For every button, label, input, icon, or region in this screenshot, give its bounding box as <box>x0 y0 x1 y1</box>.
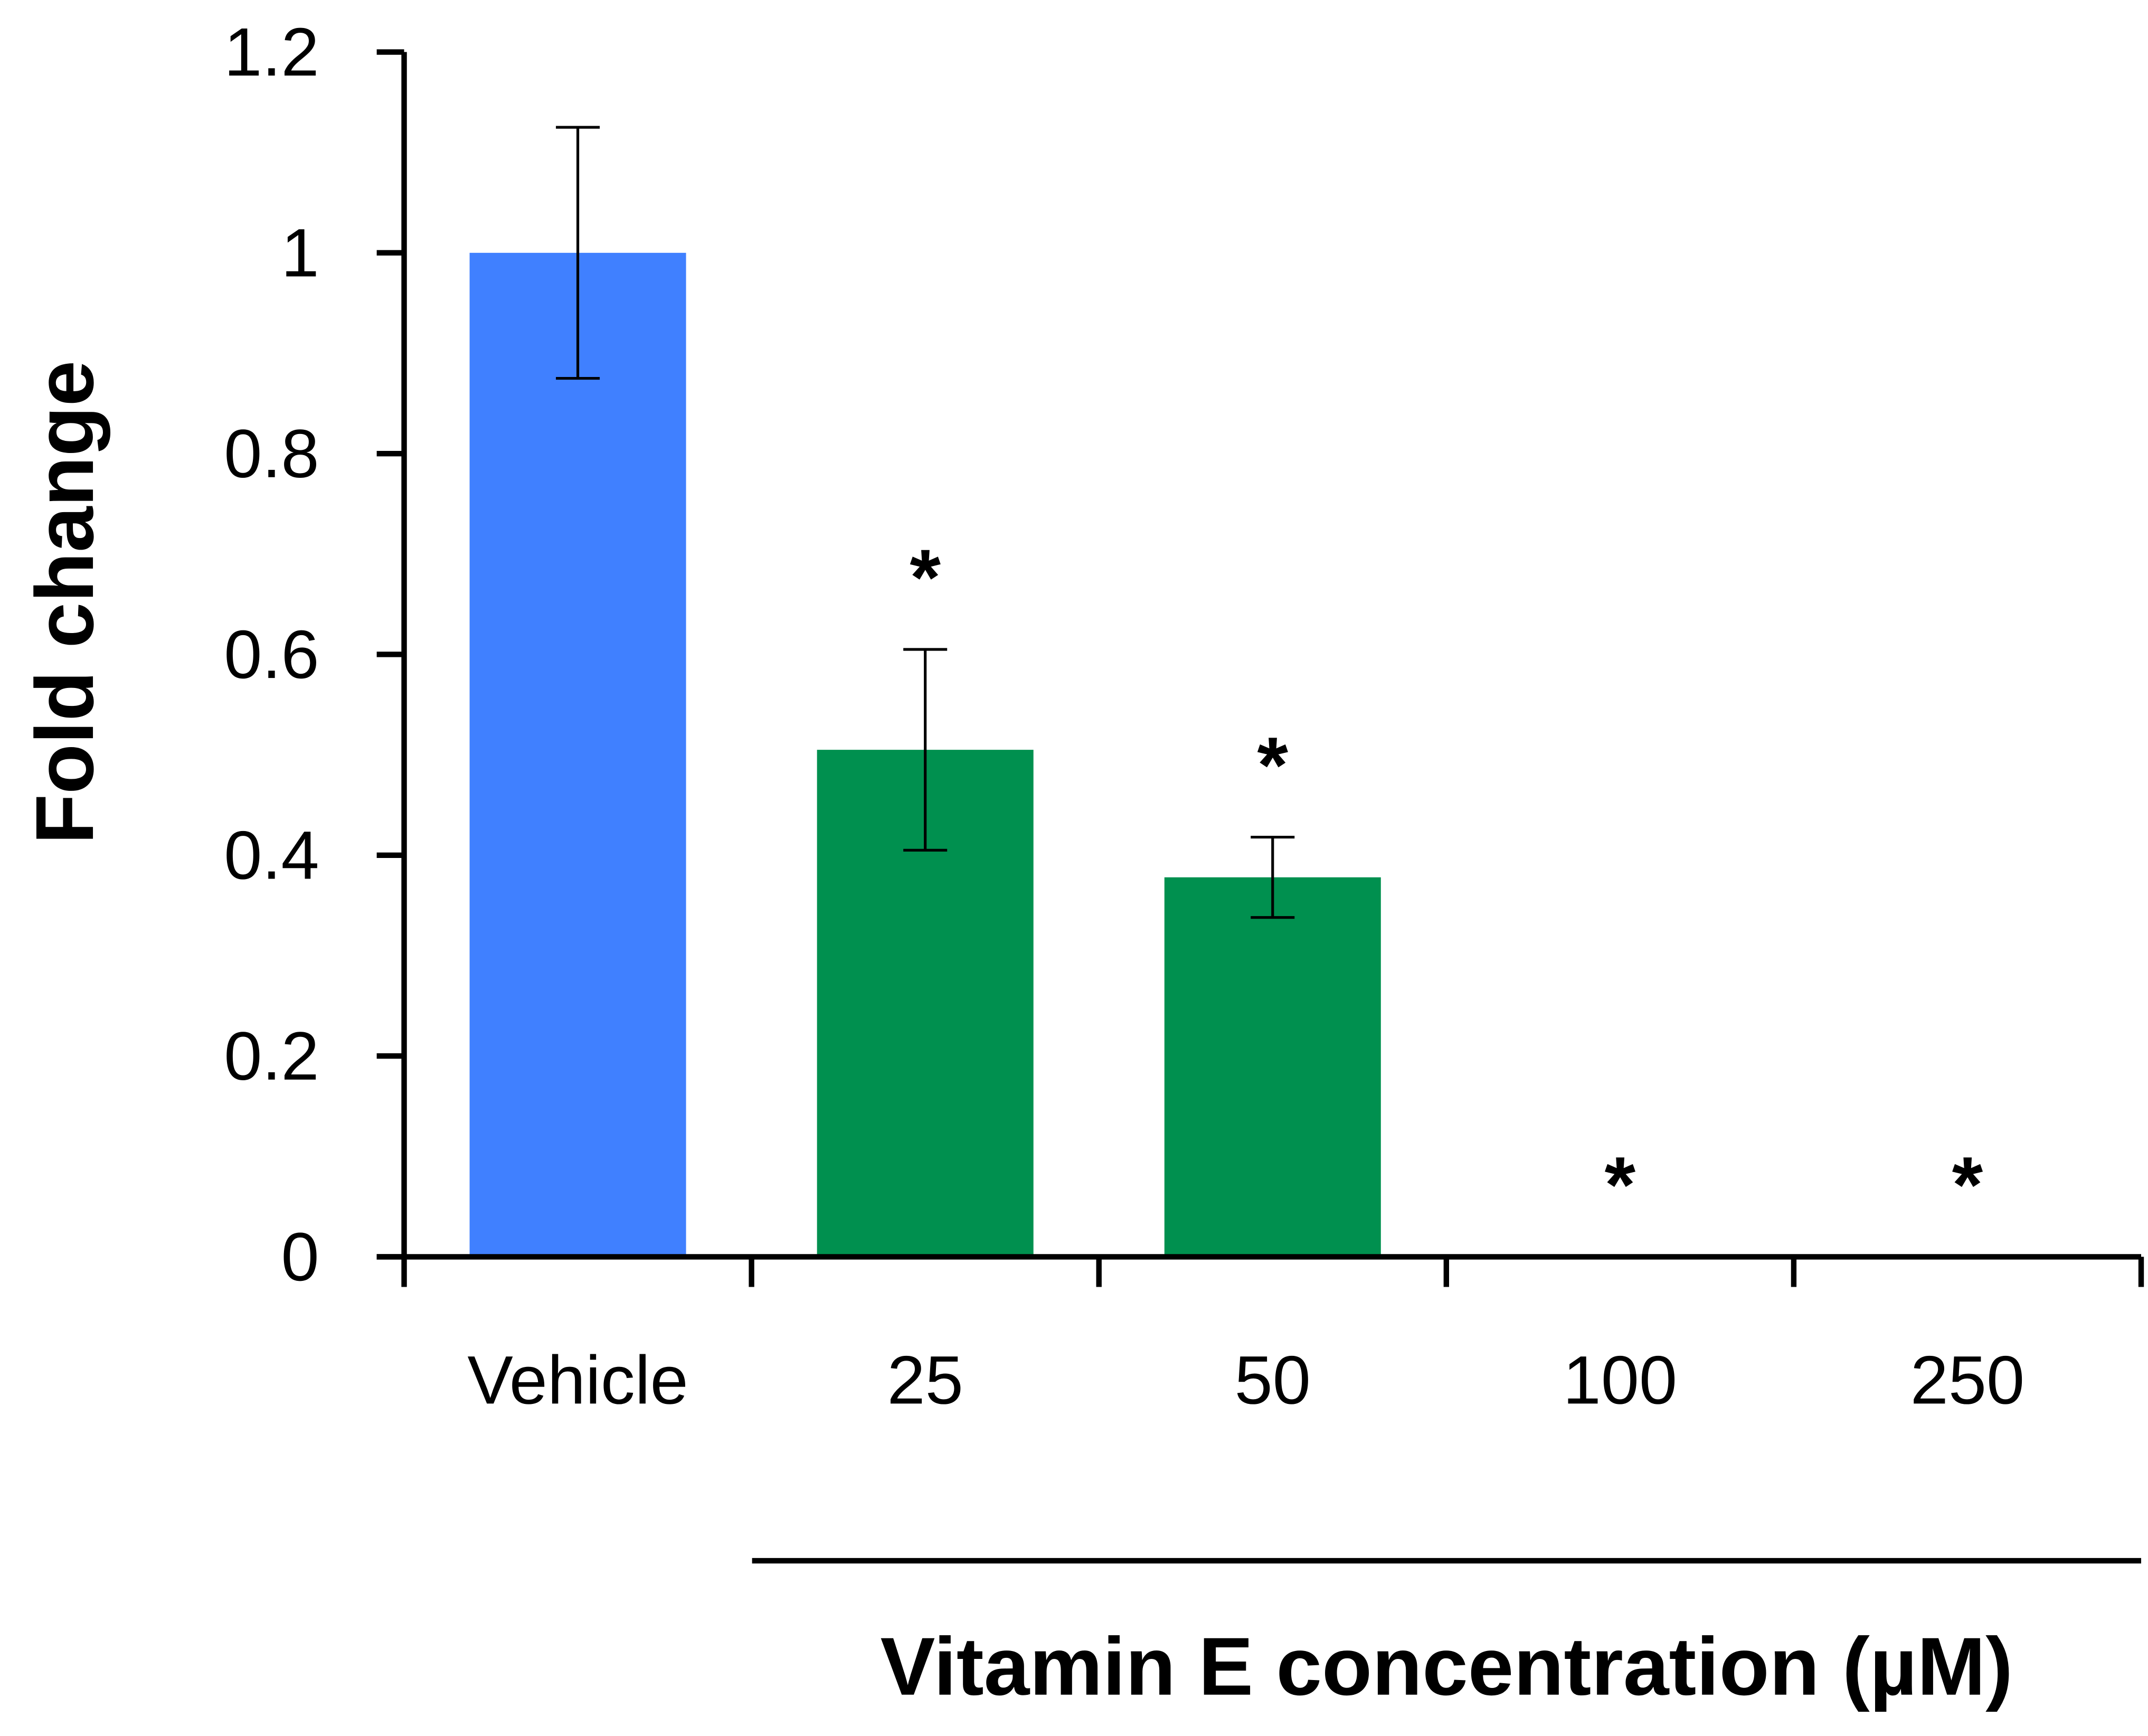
y-axis-title: Fold change <box>18 361 110 844</box>
x-axis-title: Vitamin E concentration (µM) <box>881 1620 2013 1712</box>
y-tick-label: 0 <box>281 1219 319 1295</box>
significance-marker: * <box>1952 1140 1983 1229</box>
significance-marker: * <box>1605 1140 1636 1229</box>
x-tick-label: Vehicle <box>467 1342 688 1418</box>
y-tick-label: 1.2 <box>224 14 319 90</box>
y-tick-label: 0.6 <box>224 617 319 693</box>
y-tick-label: 0.4 <box>224 817 319 893</box>
x-tick-label: 25 <box>887 1342 963 1418</box>
significance-marker: * <box>1257 721 1288 809</box>
bar <box>1164 877 1381 1257</box>
y-tick-label: 0.2 <box>224 1018 319 1095</box>
y-tick-label: 0.8 <box>224 416 319 492</box>
x-tick-label: 50 <box>1235 1342 1311 1418</box>
bar <box>469 252 686 1257</box>
significance-marker: * <box>910 533 941 621</box>
x-tick-label: 250 <box>1910 1342 2024 1418</box>
x-tick-label: 100 <box>1563 1342 1677 1418</box>
y-tick-label: 1 <box>281 215 319 291</box>
